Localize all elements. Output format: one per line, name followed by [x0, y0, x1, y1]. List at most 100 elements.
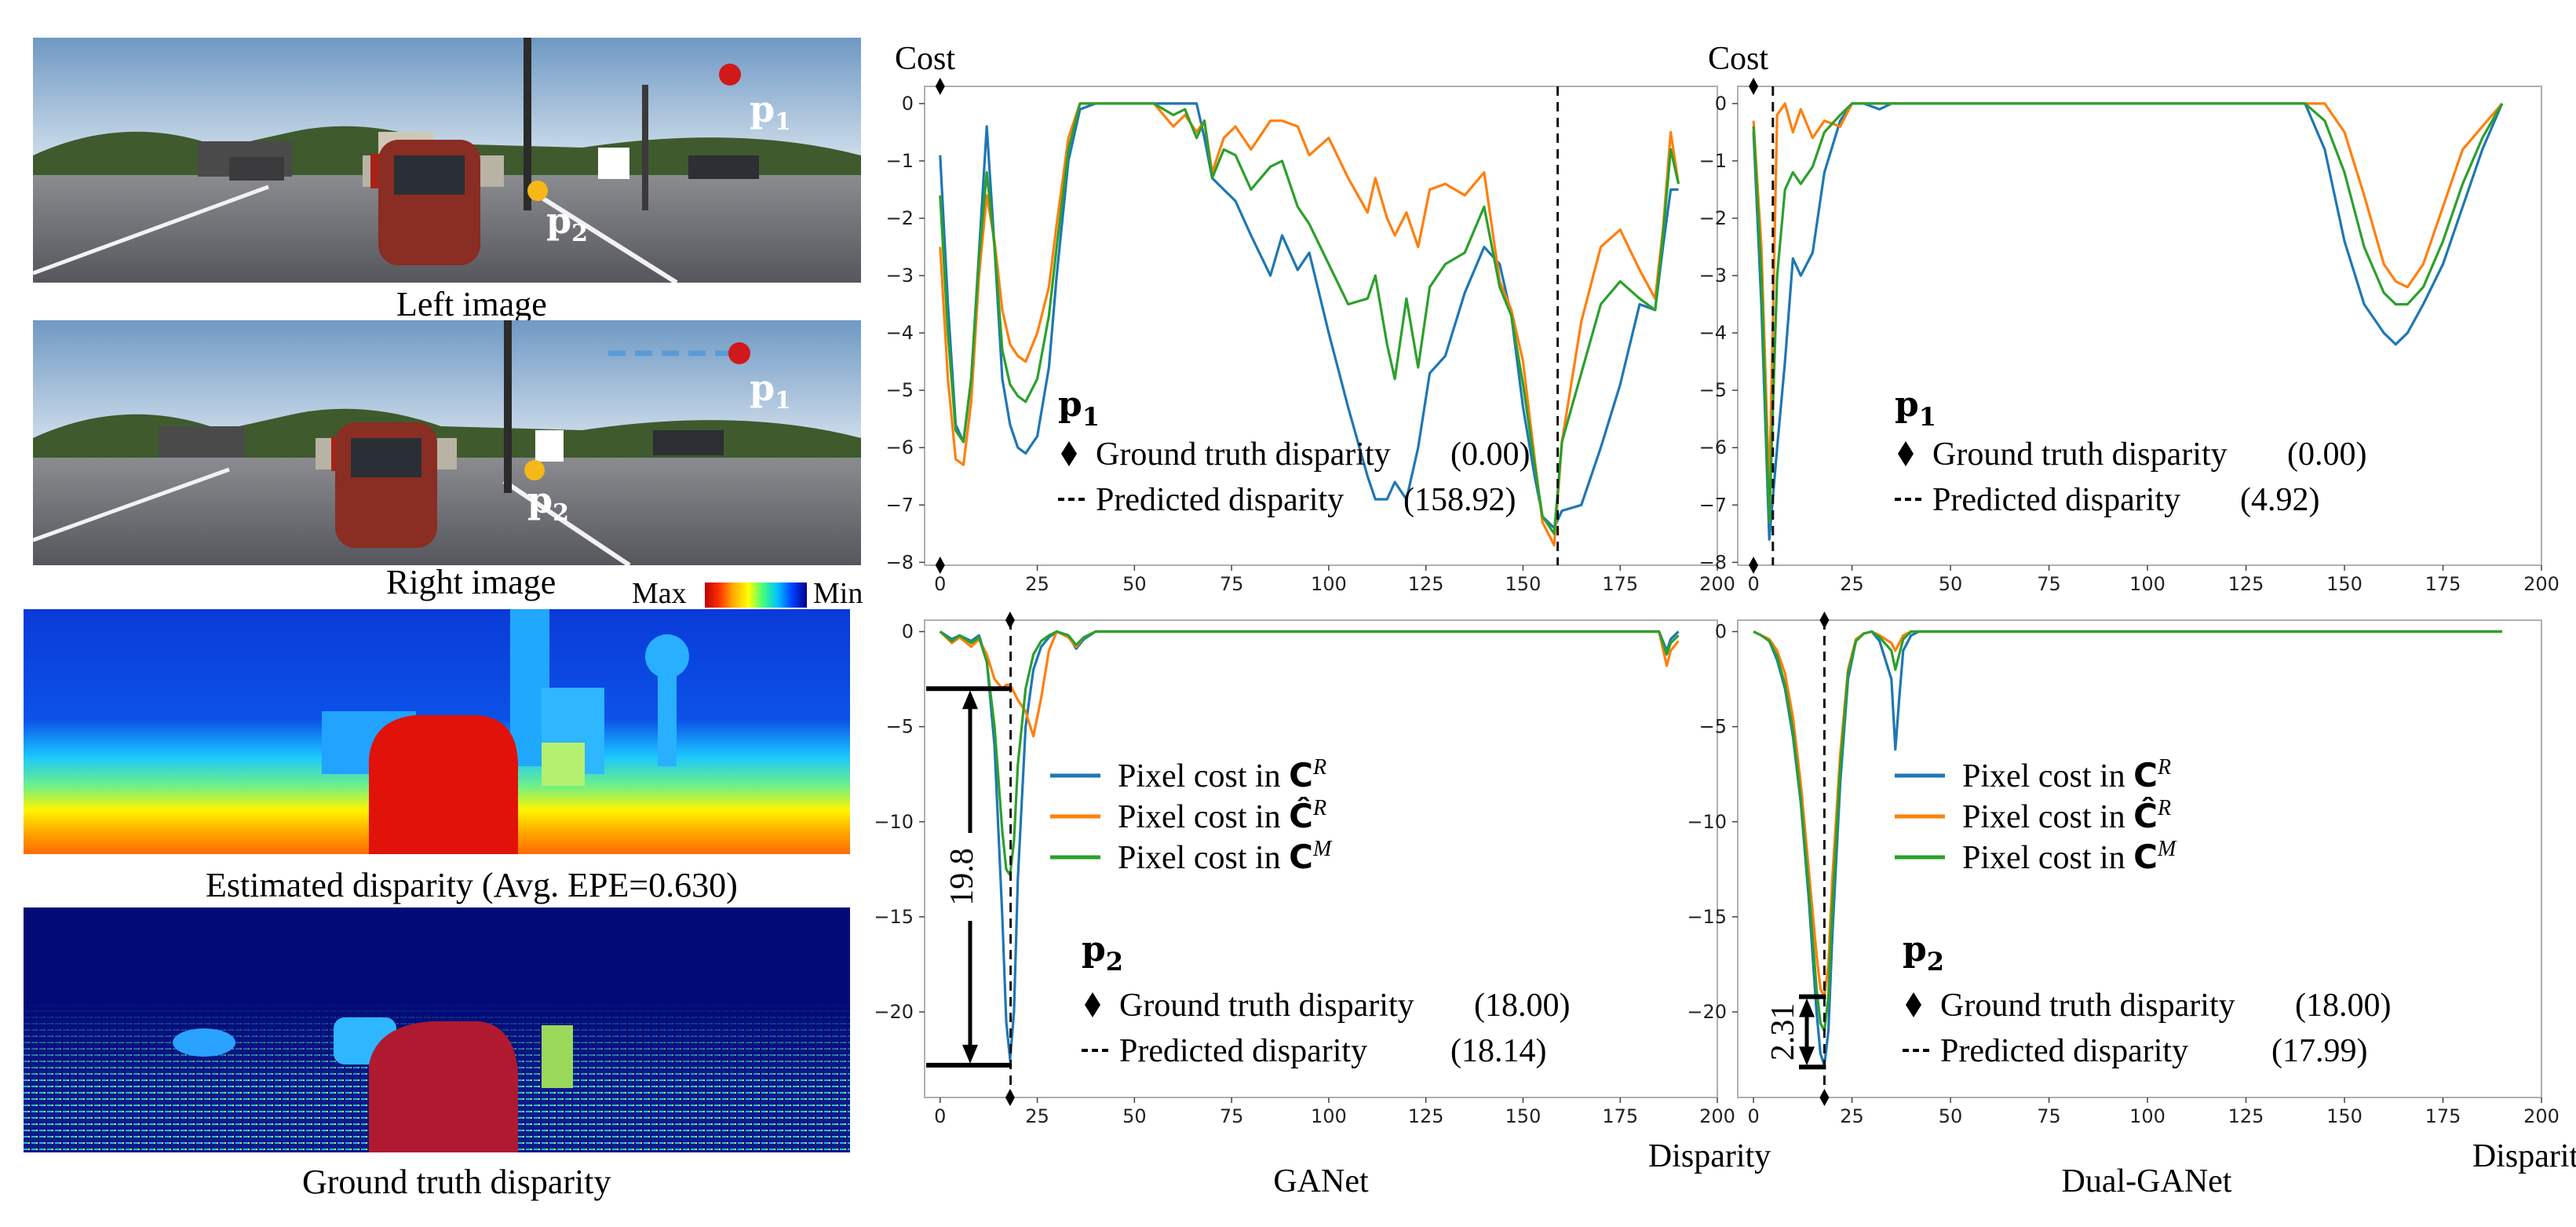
annotation-label-bg: [1764, 988, 1799, 1076]
pred-legend-value: (158.92): [1403, 482, 1516, 518]
y-tick-label: −15: [874, 906, 914, 928]
x-tick-label: 0: [1747, 573, 1759, 595]
x-tick-label: 125: [2228, 1105, 2264, 1127]
y-tick-label: −1: [886, 150, 914, 172]
plot-frame: [924, 86, 1718, 566]
point-label: p1: [1895, 385, 1936, 432]
y-tick-label: −20: [874, 1001, 914, 1023]
x-tick-label: 200: [1699, 1105, 1735, 1127]
x-tick-label: 150: [1505, 1105, 1542, 1127]
x-tick-label: 125: [1408, 573, 1444, 595]
x-axis-label: Disparity: [1648, 1138, 1771, 1174]
estimated-disparity-caption: Estimated disparity (Avg. EPE=0.630): [206, 866, 738, 904]
point2-marker-left: [527, 181, 548, 201]
left-image-scene: [33, 38, 861, 283]
chart-dual_p2: 0 25 50 75 100 125 150 175 200 0 −5 −10 −15 −20 Dispar…: [1687, 612, 2576, 1174]
annotation-label-bg: [943, 833, 978, 922]
annotation-label: 2.31: [1765, 1003, 1801, 1061]
x-tick-label: 100: [2129, 573, 2166, 595]
x-tick-label: 75: [1220, 1105, 1244, 1127]
point1-label-left: p1: [750, 88, 791, 136]
plot-frame: [1737, 86, 2542, 566]
y-tick-label: −1: [1699, 150, 1727, 172]
x-tick-label: 200: [2523, 573, 2560, 595]
legend-label-CM: Pixel cost in CM: [1118, 837, 1333, 876]
y-tick-label: −5: [886, 379, 914, 401]
x-tick-label: 50: [1939, 1105, 1963, 1127]
x-tick-label: 175: [2425, 1105, 2461, 1127]
y-tick-label: −8: [1699, 551, 1727, 573]
legend-label-CR: Pixel cost in CR: [1962, 755, 2171, 794]
annotation-arrow-head-up: [1799, 998, 1815, 1017]
gt-diamond-marker: [1749, 78, 1759, 95]
point2-marker-right: [524, 460, 545, 480]
y-tick-label: −4: [1699, 322, 1727, 344]
gt-legend-diamond: [1906, 992, 1921, 1017]
estimated-disparity-shapes: [322, 609, 689, 854]
gt-diamond-marker: [1005, 1089, 1015, 1106]
x-tick-label: 75: [2037, 573, 2061, 595]
y-tick-label: 0: [1715, 93, 1727, 115]
x-tick-label: 150: [1505, 573, 1542, 595]
x-tick-label: 100: [1311, 573, 1347, 595]
x-tick-label: 25: [1025, 573, 1049, 595]
point-label: p2: [1903, 929, 1944, 977]
gt-legend-diamond: [1085, 992, 1100, 1017]
x-tick-label: 0: [934, 1105, 946, 1127]
gt-legend-value: (18.00): [2295, 988, 2391, 1024]
x-tick-label: 25: [1840, 573, 1864, 595]
point2-label-left: p2: [546, 199, 588, 247]
x-tick-label: 75: [1220, 573, 1244, 595]
x-tick-label: 50: [1122, 573, 1147, 595]
x-tick-label: 25: [1025, 1105, 1049, 1127]
plot-frame: [924, 619, 1718, 1098]
x-tick-label: 150: [2326, 1105, 2363, 1127]
legend-label-CR: Pixel cost in CR: [1118, 755, 1326, 794]
ground-truth-disparity-caption: Ground truth disparity: [302, 1163, 611, 1201]
point1-label-right: p1: [750, 367, 791, 414]
y-tick-label: 0: [902, 93, 914, 115]
annotation-arrow-head-up: [962, 690, 978, 710]
left-image-caption: Left image: [396, 285, 547, 323]
point2-letter: p: [546, 199, 572, 242]
y-tick-label: −5: [1699, 716, 1727, 738]
colorbar: [705, 582, 807, 608]
x-tick-label: 100: [2129, 1105, 2166, 1127]
y-tick-label: −7: [886, 494, 914, 516]
series-line-CM: [1753, 630, 2502, 1032]
ground-truth-disparity-shapes: [24, 1002, 850, 1152]
x-tick-label: 150: [2326, 573, 2363, 595]
point1-marker-right: [728, 342, 750, 364]
y-tick-label: −3: [1699, 265, 1727, 287]
annotation-arrow-head-down: [1799, 1046, 1815, 1066]
y-tick-label: −5: [886, 716, 914, 738]
right-image: [33, 320, 861, 565]
gt-diamond-marker: [1005, 612, 1015, 629]
y-tick-label: −10: [874, 811, 914, 833]
y-tick-label: −6: [1699, 436, 1727, 458]
y-tick-label: −15: [1687, 906, 1727, 928]
gt-diamond-marker: [1819, 1089, 1830, 1106]
gt-diamond-marker: [1819, 612, 1830, 629]
y-tick-label: −2: [886, 207, 914, 229]
y-tick-label: −20: [1687, 1001, 1727, 1023]
x-tick-label: 100: [1311, 1105, 1347, 1127]
right-image-caption: Right image: [386, 563, 556, 601]
legend-label-CRhat: Pixel cost in ĈR: [1118, 796, 1326, 835]
point1-subscript: 1: [775, 387, 792, 415]
x-tick-label: 175: [2425, 573, 2461, 595]
y-tick-label: −10: [1687, 811, 1727, 833]
point1-letter: p: [750, 88, 775, 130]
x-tick-label: 50: [1122, 1105, 1147, 1127]
y-tick-label: −5: [1699, 379, 1727, 401]
gt-legend-text: Ground truth disparity: [1940, 988, 2235, 1024]
x-tick-label: 75: [2037, 1105, 2061, 1127]
point-label: p1: [1058, 385, 1100, 432]
series-line-CM: [939, 630, 1680, 877]
x-tick-label: 175: [1602, 1105, 1638, 1127]
column-title-ganet: GANet: [1273, 1163, 1369, 1200]
annotation-label: 19.8: [944, 848, 980, 906]
disparity-shift-dash: [608, 350, 734, 356]
x-tick-label: 125: [2228, 573, 2264, 595]
y-axis-label: Cost: [895, 41, 955, 77]
